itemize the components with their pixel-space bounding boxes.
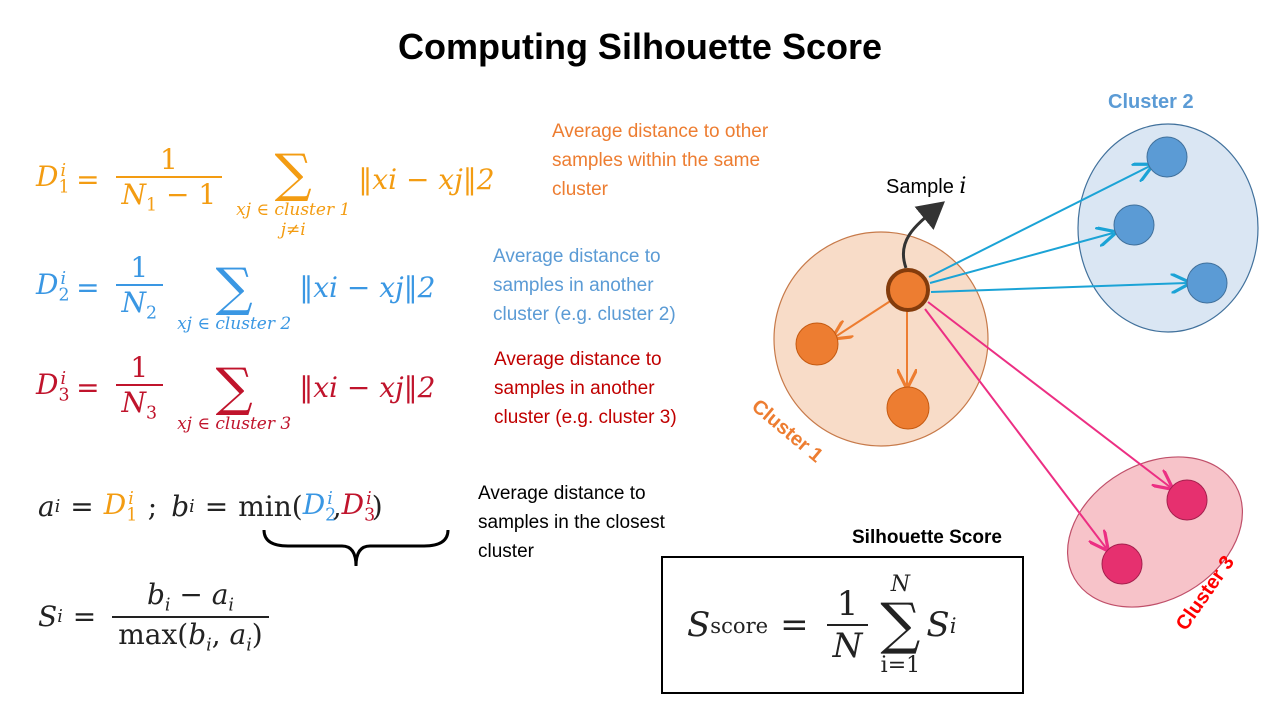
arrow-to-c1-left — [835, 297, 896, 337]
si-fraction: bi − ai max(bi, ai) — [112, 578, 269, 655]
cluster2-point — [1186, 262, 1228, 304]
sample-label: Sample i — [886, 174, 967, 199]
equation-d3: D3i = 1 N3 ∑ xj ∈ cluster 3 ‖xi − xj‖2 — [36, 350, 436, 434]
cluster2-point — [1113, 204, 1155, 246]
ab-description: Average distance to samples in the close… — [478, 483, 665, 562]
arrow-to-c3-top — [927, 301, 1170, 487]
eq1-summation: ∑ xj ∈ cluster 1 j≠i — [236, 144, 351, 240]
eq2-norm: ‖xi − xj‖2 — [299, 270, 436, 304]
eq2-summation: ∑ xj ∈ cluster 2 — [177, 258, 292, 334]
sample-point — [886, 268, 930, 312]
eq3-lhs: D3i — [36, 368, 70, 406]
eq2-fraction: 1 N2 — [115, 251, 164, 323]
equation-d1: D1i = 1 N1 − 1 ∑ xj ∈ cluster 1 j≠i ‖xi … — [36, 142, 495, 240]
eq3-fraction: 1 N3 — [115, 351, 164, 423]
eq1-fraction: 1 N1 − 1 — [115, 143, 223, 215]
cluster3-region — [1066, 456, 1244, 608]
arrow-to-c2-top — [928, 166, 1150, 278]
cluster3-point — [1166, 479, 1208, 521]
cluster1-region — [773, 231, 989, 447]
eq1-norm: ‖xi − xj‖2 — [358, 162, 495, 196]
eq3-description: Average distance to samples in another c… — [494, 349, 677, 428]
eq2-lhs: D2i — [36, 268, 70, 306]
cluster3-point — [1101, 543, 1143, 585]
eq3-summation: ∑ xj ∈ cluster 3 — [177, 358, 292, 434]
eq2-description: Average distance to samples in another c… — [493, 246, 676, 325]
underbrace — [262, 529, 450, 567]
page-title: Computing Silhouette Score — [397, 26, 882, 67]
score-heading: Silhouette Score — [852, 527, 1002, 548]
arrow-to-c2-mid — [929, 233, 1113, 284]
eq1-description: Average distance to other samples within… — [552, 121, 769, 200]
eq3-norm: ‖xi − xj‖2 — [299, 370, 436, 404]
cluster2-label: Cluster 2 — [1108, 91, 1194, 113]
eq1-lhs: D1i — [36, 160, 70, 198]
sample-pointer-arrow — [901, 201, 945, 269]
cluster1-point — [886, 386, 930, 430]
arrow-to-c3-bottom — [924, 308, 1106, 548]
equation-d2: D2i = 1 N2 ∑ xj ∈ cluster 2 ‖xi − xj‖2 — [36, 250, 436, 334]
cluster1-point — [795, 322, 839, 366]
arrow-to-c2-right — [930, 283, 1187, 292]
cluster2-point — [1146, 136, 1188, 178]
